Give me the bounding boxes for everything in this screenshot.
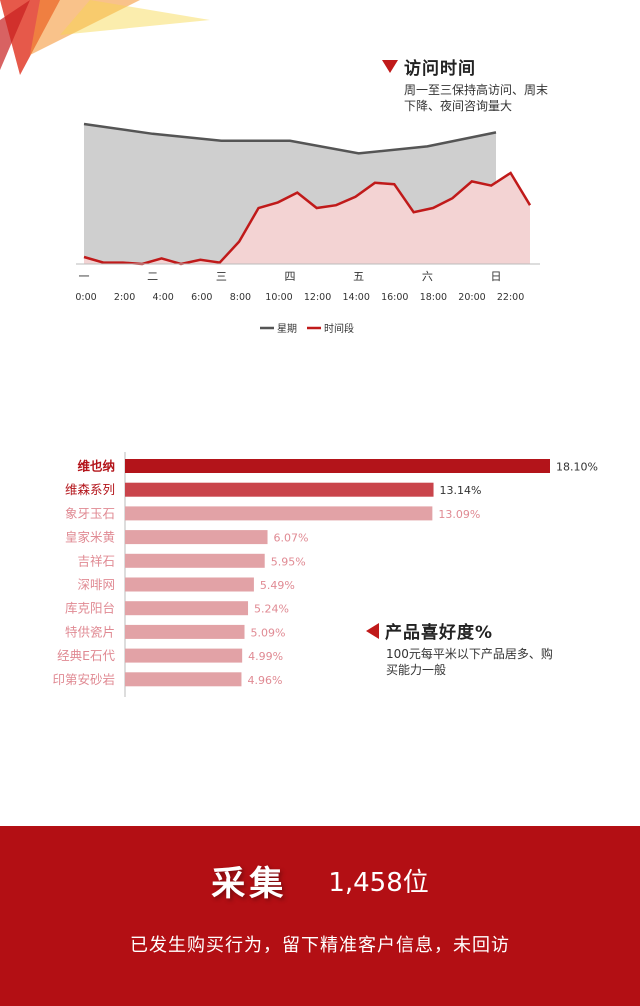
bar-value-label: 6.07%: [274, 532, 309, 545]
bar-category-label: 维森系列: [65, 482, 115, 497]
preference-title-text: 产品喜好度%: [385, 623, 494, 643]
bar: [125, 482, 434, 497]
hour-series-line: [83, 171, 532, 266]
legend-hour-label: 时间段: [324, 322, 354, 335]
weekday-tick-label: 四: [285, 270, 296, 283]
preference-description: 100元每平米以下产品居多、购 买能力一般: [366, 646, 553, 678]
visit-desc-line2: 下降、夜间咨询量大: [404, 99, 513, 113]
bar-value-label: 5.95%: [271, 555, 306, 568]
bar-category-label: 象牙玉石: [65, 506, 115, 521]
visit-time-description: 周一至三保持高访问、周末 下降、夜间咨询量大: [382, 82, 548, 114]
visit-time-area-chart: 一 二 三 四 五 六 日 0:00 2:00 4:00 6:00 8:00 10:00 12:00 14:…: [75, 122, 540, 335]
visit-desc-line1: 周一至三保持高访问、周末: [404, 83, 549, 97]
decorative-corner-shapes: [0, 0, 210, 75]
bar-category-label: 经典E石代: [57, 648, 115, 663]
hour-tick-label: 8:00: [230, 292, 251, 303]
bar: [125, 601, 249, 616]
legend-weekday-label: 星期: [277, 323, 297, 335]
bar: [125, 530, 268, 545]
bar-category-label: 皇家米黄: [65, 530, 115, 545]
hour-tick-label: 16:00: [381, 292, 408, 303]
hour-tick-label: 4:00: [153, 292, 174, 303]
bar-value-label: 4.96%: [247, 674, 282, 687]
bar-value-label: 4.99%: [248, 650, 283, 663]
bar-value-label: 5.09%: [251, 626, 286, 639]
bar-category-label: 吉祥石: [77, 553, 115, 568]
hour-tick-label: 0:00: [75, 292, 96, 303]
bar-category-label: 特供瓷片: [65, 624, 115, 639]
preference-desc-line2: 买能力一般: [386, 663, 447, 677]
visit-time-title: 访问时间: [382, 54, 548, 79]
bar-value-label: 5.49%: [260, 579, 295, 592]
bar-category-label: 维也纳: [77, 459, 115, 474]
bar: [125, 672, 242, 687]
bar: [125, 506, 433, 521]
bar: [125, 553, 265, 568]
hour-tick-label: 18:00: [420, 292, 447, 303]
footer-headline: 采集 1,458位: [0, 856, 640, 905]
bar-category-label: 深啡网: [77, 577, 115, 592]
bar-value-label: 13.14%: [440, 484, 482, 497]
bar: [125, 577, 254, 592]
footer-banner: 采集 1,458位 已发生购买行为，留下精准客户信息，未回访: [0, 826, 640, 1006]
footer-label: 采集: [211, 864, 288, 904]
hour-area-fill: [84, 173, 530, 264]
hour-tick-label: 12:00: [304, 292, 331, 303]
weekday-tick-label: 日: [491, 270, 502, 283]
bar-value-label: 18.10%: [556, 461, 598, 474]
bar: [125, 624, 245, 639]
hour-tick-label: 6:00: [191, 292, 212, 303]
hour-tick-label: 10:00: [265, 292, 292, 303]
triangle-left-icon: [366, 622, 379, 639]
triangle-down-icon: [382, 60, 398, 73]
bar: [125, 648, 243, 663]
hour-tick-label: 14:00: [343, 292, 370, 303]
weekday-tick-label: 三: [216, 270, 227, 283]
preference-desc-line1: 100元每平米以下产品居多、购: [386, 647, 553, 661]
visit-time-block: 访问时间 周一至三保持高访问、周末 下降、夜间咨询量大: [382, 54, 548, 114]
product-preference-bar-chart: 维也纳 18.10% 维森系列 13.14% 象牙玉石 13.09% 皇家米黄 6.07% 吉祥…: [52, 452, 598, 697]
weekday-tick-label: 五: [353, 270, 364, 283]
footer-count: 1,458位: [328, 868, 429, 898]
hour-tick-label: 2:00: [114, 292, 135, 303]
bar-value-label: 13.09%: [438, 508, 480, 521]
weekday-tick-label: 一: [79, 270, 90, 283]
preference-block: 产品喜好度% 100元每平米以下产品居多、购 买能力一般: [366, 618, 553, 678]
weekday-tick-label: 二: [147, 270, 158, 283]
hour-tick-label: 22:00: [497, 292, 524, 303]
bar-value-label: 5.24%: [254, 603, 289, 616]
visit-time-title-text: 访问时间: [404, 59, 476, 79]
bar-category-label: 印第安砂岩: [52, 672, 115, 687]
bar-category-label: 库克阳台: [65, 601, 115, 616]
bar: [125, 459, 550, 473]
preference-title: 产品喜好度%: [366, 618, 553, 643]
footer-note: 已发生购买行为，留下精准客户信息，未回访: [130, 935, 510, 956]
weekday-tick-label: 六: [422, 270, 433, 283]
weekday-series-line: [83, 122, 497, 155]
hour-tick-label: 20:00: [458, 292, 485, 303]
